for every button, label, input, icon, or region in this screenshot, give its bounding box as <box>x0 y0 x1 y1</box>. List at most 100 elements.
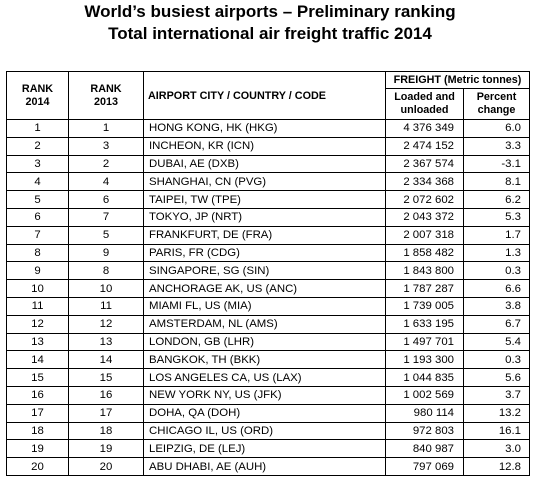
rank-2014-cell: 2 <box>6 136 69 156</box>
freight-cell: 797 069 <box>385 457 464 476</box>
percent-change-cell: 6.2 <box>462 190 531 209</box>
airport-cell: ABU DHABI, AE (AUH) <box>143 457 386 476</box>
airport-cell: AMSTERDAM, NL (AMS) <box>143 314 386 334</box>
rank-2013-cell: 8 <box>68 261 144 281</box>
header-percent-change: Percent change <box>462 88 531 120</box>
rank-2014-cell: 9 <box>6 261 69 281</box>
rank-2013-cell: 13 <box>68 332 144 352</box>
freight-cell: 4 376 349 <box>385 119 464 138</box>
airport-cell: CHICAGO IL, US (ORD) <box>143 421 386 441</box>
table-row: 16 16 NEW YORK NY, US (JFK) 1 002 569 3.7 <box>6 385 531 405</box>
airport-cell: LEIPZIG, DE (LEJ) <box>143 439 386 459</box>
airport-cell: LONDON, GB (LHR) <box>143 332 386 352</box>
airport-cell: MIAMI FL, US (MIA) <box>143 296 386 316</box>
freight-cell: 2 367 574 <box>385 154 464 174</box>
table-row: 17 17 DOHA, QA (DOH) 980 114 13.2 <box>6 403 531 423</box>
table-row: 4 4 SHANGHAI, CN (PVG) 2 334 368 8.1 <box>6 172 531 192</box>
title-line-2: Total international air freight traffic … <box>108 24 432 43</box>
airport-cell: TAIPEI, TW (TPE) <box>143 190 386 209</box>
table-row: 15 15 LOS ANGELES CA, US (LAX) 1 044 835 5.6 <box>6 368 531 387</box>
rank-2013-cell: 6 <box>68 190 144 209</box>
percent-change-cell: 12.8 <box>462 457 531 476</box>
percent-change-cell: 3.8 <box>462 296 531 316</box>
freight-cell: 1 843 800 <box>385 261 464 281</box>
table-row: 2 3 INCHEON, KR (ICN) 2 474 152 3.3 <box>6 136 531 156</box>
airport-cell: DOHA, QA (DOH) <box>143 403 386 423</box>
rank-2014-cell: 14 <box>6 350 69 370</box>
freight-cell: 2 007 318 <box>385 225 464 245</box>
rank-2014-cell: 1 <box>6 119 69 138</box>
airport-cell: HONG KONG, HK (HKG) <box>143 119 386 138</box>
rank-2014-cell: 8 <box>6 243 69 263</box>
rank-2014-cell: 4 <box>6 172 69 192</box>
percent-change-cell: 6.7 <box>462 314 531 334</box>
percent-change-cell: 3.3 <box>462 136 531 156</box>
rank-2014-cell: 20 <box>6 457 69 476</box>
rank-2014-cell: 5 <box>6 190 69 209</box>
rank-2013-cell: 18 <box>68 421 144 441</box>
percent-change-cell: 3.0 <box>462 439 531 459</box>
table-header: RANK 2014 RANK 2013 AIRPORT CITY / COUNT… <box>6 71 531 120</box>
percent-change-cell: 5.3 <box>462 207 531 227</box>
percent-change-cell: 6.6 <box>462 279 531 298</box>
rank-2014-cell: 7 <box>6 225 69 245</box>
rank-2013-cell: 19 <box>68 439 144 459</box>
freight-cell: 1 497 701 <box>385 332 464 352</box>
header-percent-line2: change <box>477 104 516 116</box>
percent-change-cell: 3.7 <box>462 385 531 405</box>
percent-change-cell: 16.1 <box>462 421 531 441</box>
airport-cell: INCHEON, KR (ICN) <box>143 136 386 156</box>
airport-ranking-table: RANK 2014 RANK 2013 AIRPORT CITY / COUNT… <box>6 71 531 476</box>
table-row: 3 2 DUBAI, AE (DXB) 2 367 574 -3.1 <box>6 154 531 174</box>
header-rank-2014: RANK 2014 <box>6 71 69 120</box>
rank-2014-cell: 12 <box>6 314 69 334</box>
table-row: 19 19 LEIPZIG, DE (LEJ) 840 987 3.0 <box>6 439 531 459</box>
table-row: 11 11 MIAMI FL, US (MIA) 1 739 005 3.8 <box>6 296 531 316</box>
rank-2013-cell: 5 <box>68 225 144 245</box>
header-rank-2014-line2: 2014 <box>25 95 50 108</box>
table-row: 5 6 TAIPEI, TW (TPE) 2 072 602 6.2 <box>6 190 531 209</box>
rank-2013-cell: 3 <box>68 136 144 156</box>
header-rank-2013: RANK 2013 <box>68 71 144 120</box>
rank-2013-cell: 7 <box>68 207 144 227</box>
freight-cell: 840 987 <box>385 439 464 459</box>
airport-cell: PARIS, FR (CDG) <box>143 243 386 263</box>
header-rank-2013-line1: RANK <box>90 82 122 95</box>
freight-cell: 972 803 <box>385 421 464 441</box>
rank-2014-cell: 15 <box>6 368 69 387</box>
airport-cell: SHANGHAI, CN (PVG) <box>143 172 386 192</box>
rank-2013-cell: 10 <box>68 279 144 298</box>
table-row: 14 14 BANGKOK, TH (BKK) 1 193 300 0.3 <box>6 350 531 370</box>
table-row: 8 9 PARIS, FR (CDG) 1 858 482 1.3 <box>6 243 531 263</box>
rank-2013-cell: 12 <box>68 314 144 334</box>
table-row: 9 8 SINGAPORE, SG (SIN) 1 843 800 0.3 <box>6 261 531 281</box>
percent-change-cell: 8.1 <box>462 172 531 192</box>
table-row: 10 10 ANCHORAGE AK, US (ANC) 1 787 287 6.6 <box>6 279 531 298</box>
freight-cell: 1 044 835 <box>385 368 464 387</box>
rank-2013-cell: 11 <box>68 296 144 316</box>
freight-cell: 2 334 368 <box>385 172 464 192</box>
percent-change-cell: 5.4 <box>462 332 531 352</box>
freight-cell: 1 787 287 <box>385 279 464 298</box>
percent-change-cell: 1.7 <box>462 225 531 245</box>
freight-cell: 1 739 005 <box>385 296 464 316</box>
rank-2013-cell: 4 <box>68 172 144 192</box>
header-loaded-line1: Loaded and <box>394 91 455 103</box>
rank-2013-cell: 16 <box>68 385 144 405</box>
rank-2014-cell: 19 <box>6 439 69 459</box>
percent-change-cell: 0.3 <box>462 350 531 370</box>
rank-2014-cell: 13 <box>6 332 69 352</box>
airport-cell: ANCHORAGE AK, US (ANC) <box>143 279 386 298</box>
freight-cell: 2 072 602 <box>385 190 464 209</box>
rank-2014-cell: 16 <box>6 385 69 405</box>
freight-cell: 1 002 569 <box>385 385 464 405</box>
rank-2014-cell: 18 <box>6 421 69 441</box>
freight-cell: 1 193 300 <box>385 350 464 370</box>
header-loaded-unloaded: Loaded and unloaded <box>385 88 464 120</box>
rank-2014-cell: 11 <box>6 296 69 316</box>
rank-2013-cell: 20 <box>68 457 144 476</box>
header-loaded-line2: unloaded <box>400 104 449 116</box>
table-row: 18 18 CHICAGO IL, US (ORD) 972 803 16.1 <box>6 421 531 441</box>
freight-cell: 2 474 152 <box>385 136 464 156</box>
